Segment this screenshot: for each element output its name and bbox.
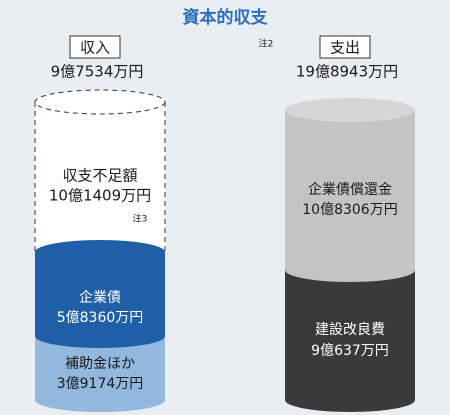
segment — [285, 110, 415, 270]
segment-name: 建設改良費 — [315, 322, 385, 338]
cylinder-top — [34, 89, 166, 115]
segment-edge — [35, 336, 165, 348]
segment-amount: 5億8360万円 — [57, 310, 144, 326]
segment-name: 企業債償還金 — [308, 181, 392, 198]
segment-amount: 9億637万円 — [311, 343, 389, 359]
expenditure-total: 19億8943万円 — [296, 63, 398, 81]
segment-name: 補助金ほか — [65, 356, 135, 372]
segment — [35, 252, 165, 336]
expenditure-label: 支出 — [330, 39, 360, 57]
income-total: 9億7534万円 — [51, 63, 144, 81]
cylinder-top — [285, 98, 415, 122]
income-cylinder — [34, 89, 166, 412]
cylinder-body — [35, 102, 165, 252]
expenditure-label-box — [319, 35, 371, 59]
segment-note: 注3 — [133, 213, 148, 225]
note: 注2 — [259, 38, 274, 50]
segment-edge — [285, 270, 415, 282]
segment-name: 収支不足額 — [62, 167, 137, 185]
segment-name: 企業債 — [79, 289, 121, 306]
segment-top — [35, 240, 165, 264]
title: 資本的収支 — [183, 7, 269, 28]
segment — [285, 270, 415, 400]
segment-amount: 10億8306万円 — [302, 202, 397, 218]
cylinder-bottom — [35, 388, 165, 412]
segment-amount: 10億1409万円 — [49, 187, 151, 205]
expenditure-cylinder — [285, 98, 415, 412]
income-label-box — [69, 35, 121, 59]
income-label: 収入 — [80, 39, 110, 57]
segment-amount: 3億9174万円 — [57, 376, 144, 392]
cylinder-bottom — [285, 388, 415, 412]
